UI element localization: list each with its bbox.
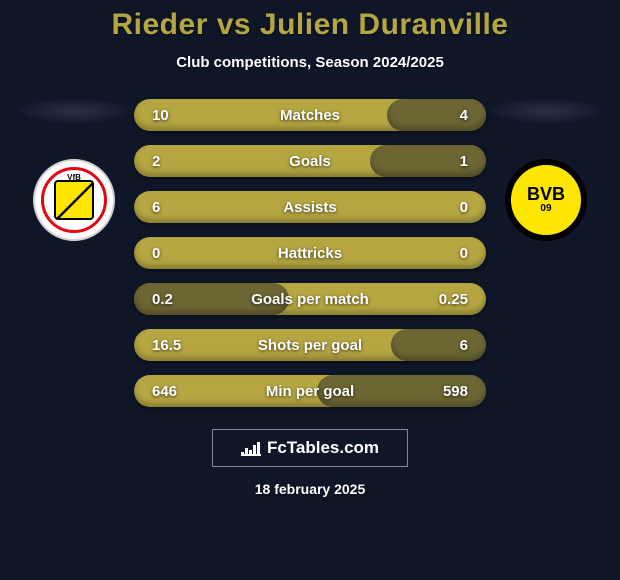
comparison-infographic: Rieder vs Julien Duranville Club competi… <box>0 0 620 580</box>
stat-bar: 2Goals1 <box>134 145 486 177</box>
stat-right-value: 0 <box>428 245 468 262</box>
stat-right-value: 0.25 <box>428 291 468 308</box>
page-title: Rieder vs Julien Duranville <box>112 8 509 42</box>
stat-left-value: 646 <box>152 383 192 400</box>
stat-label: Matches <box>192 107 428 124</box>
stat-label: Goals <box>192 153 428 170</box>
stat-right-value: 598 <box>428 383 468 400</box>
stat-bar: 10Matches4 <box>134 99 486 131</box>
pedestal-shadow-right <box>491 99 601 123</box>
stat-left-value: 6 <box>152 199 192 216</box>
stat-left-value: 0 <box>152 245 192 262</box>
stat-bar: 646Min per goal598 <box>134 375 486 407</box>
bvb-badge-icon: BVB 09 <box>505 159 587 241</box>
bvb-badge-subtext: 09 <box>540 203 551 214</box>
date-text: 18 february 2025 <box>255 481 366 497</box>
stat-bar: 0Hattricks0 <box>134 237 486 269</box>
stat-label: Shots per goal <box>192 337 428 354</box>
stat-bar: 0.2Goals per match0.25 <box>134 283 486 315</box>
footer-attribution: FcTables.com <box>212 429 408 467</box>
stats-column: 10Matches42Goals16Assists00Hattricks00.2… <box>134 99 486 407</box>
stat-bar: 16.5Shots per goal6 <box>134 329 486 361</box>
stat-left-value: 2 <box>152 153 192 170</box>
stat-label: Assists <box>192 199 428 216</box>
bvb-badge-text: BVB <box>527 186 565 202</box>
left-club-column: VfB <box>14 99 134 241</box>
stat-left-value: 0.2 <box>152 291 192 308</box>
stat-label: Min per goal <box>192 383 428 400</box>
right-club-column: BVB 09 <box>486 99 606 241</box>
main-row: VfB 10Matches42Goals16Assists00Hattricks… <box>0 99 620 407</box>
stat-left-value: 10 <box>152 107 192 124</box>
footer-text: FcTables.com <box>267 438 379 458</box>
stat-right-value: 0 <box>428 199 468 216</box>
pedestal-shadow-left <box>19 99 129 123</box>
stat-right-value: 4 <box>428 107 468 124</box>
stuttgart-crest-icon <box>54 180 94 220</box>
stat-label: Goals per match <box>192 291 428 308</box>
stat-left-value: 16.5 <box>152 337 192 354</box>
stat-label: Hattricks <box>192 245 428 262</box>
fctables-logo-icon <box>241 440 261 456</box>
stuttgart-badge-icon: VfB <box>33 159 115 241</box>
stat-right-value: 6 <box>428 337 468 354</box>
subtitle: Club competitions, Season 2024/2025 <box>176 54 444 71</box>
stat-bar: 6Assists0 <box>134 191 486 223</box>
stat-right-value: 1 <box>428 153 468 170</box>
